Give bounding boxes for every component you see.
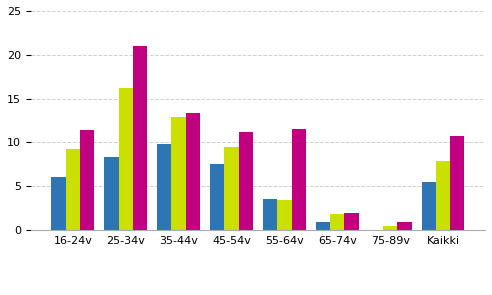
Bar bbox=[330, 214, 344, 230]
Bar bbox=[316, 222, 330, 230]
Bar bbox=[104, 157, 119, 230]
Bar bbox=[157, 144, 172, 230]
Bar bbox=[80, 130, 94, 230]
Bar bbox=[291, 129, 306, 230]
Bar bbox=[172, 117, 186, 230]
Bar bbox=[66, 150, 80, 230]
Bar bbox=[450, 136, 464, 230]
Bar bbox=[239, 132, 253, 230]
Bar bbox=[422, 182, 436, 230]
Bar bbox=[383, 226, 397, 230]
Bar bbox=[186, 113, 200, 230]
Bar bbox=[436, 161, 450, 230]
Bar bbox=[119, 88, 133, 230]
Bar bbox=[224, 147, 239, 230]
Bar bbox=[397, 222, 411, 230]
Bar bbox=[133, 46, 147, 230]
Bar bbox=[263, 199, 277, 230]
Bar bbox=[52, 177, 66, 230]
Bar bbox=[277, 200, 291, 230]
Bar bbox=[344, 213, 359, 230]
Bar bbox=[210, 164, 224, 230]
